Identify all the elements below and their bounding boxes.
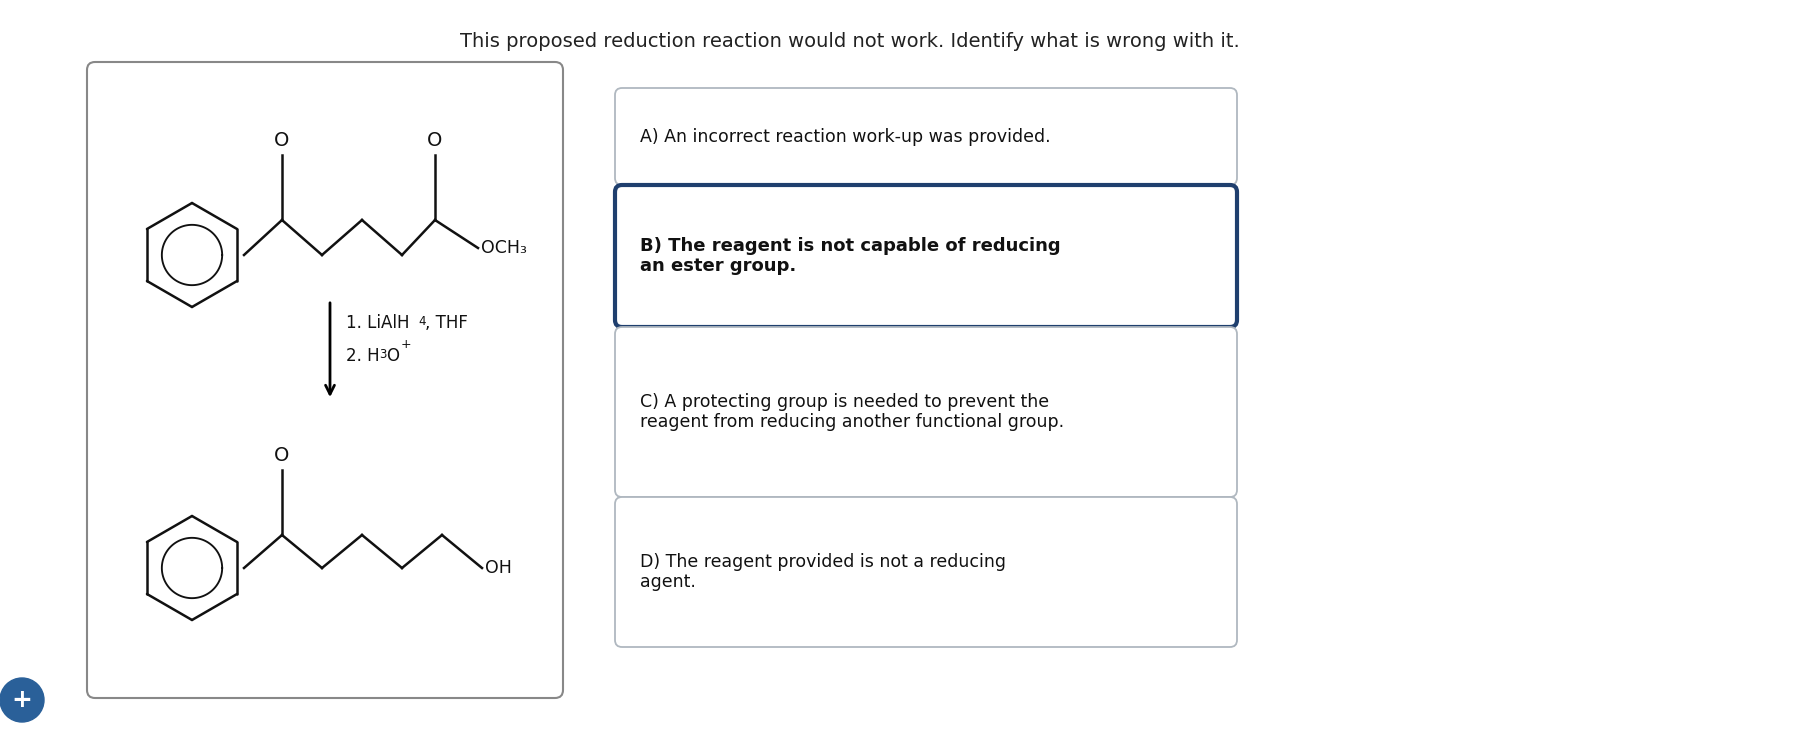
- Text: +: +: [402, 338, 412, 351]
- Text: , THF: , THF: [425, 314, 468, 332]
- Text: OH: OH: [484, 559, 511, 577]
- Text: O: O: [427, 131, 443, 150]
- Text: 2. H: 2. H: [346, 347, 380, 365]
- Text: an ester group.: an ester group.: [639, 257, 796, 275]
- Text: 4: 4: [418, 315, 425, 328]
- Text: This proposed reduction reaction would not work. Identify what is wrong with it.: This proposed reduction reaction would n…: [459, 32, 1239, 51]
- Text: O: O: [385, 347, 400, 365]
- Text: A) An incorrect reaction work-up was provided.: A) An incorrect reaction work-up was pro…: [639, 128, 1050, 145]
- Text: 1. LiAlH: 1. LiAlH: [346, 314, 409, 332]
- Circle shape: [0, 678, 43, 722]
- FancyBboxPatch shape: [86, 62, 564, 698]
- Text: D) The reagent provided is not a reducing: D) The reagent provided is not a reducin…: [639, 553, 1007, 571]
- Text: B) The reagent is not capable of reducing: B) The reagent is not capable of reducin…: [639, 237, 1061, 255]
- Text: O: O: [274, 446, 290, 465]
- Text: O: O: [274, 131, 290, 150]
- FancyBboxPatch shape: [614, 497, 1237, 647]
- Text: C) A protecting group is needed to prevent the: C) A protecting group is needed to preve…: [639, 393, 1050, 411]
- Text: agent.: agent.: [639, 573, 695, 591]
- FancyBboxPatch shape: [614, 88, 1237, 185]
- Text: +: +: [11, 688, 32, 712]
- Text: reagent from reducing another functional group.: reagent from reducing another functional…: [639, 413, 1064, 431]
- FancyBboxPatch shape: [614, 327, 1237, 497]
- Text: 3: 3: [378, 348, 387, 361]
- FancyBboxPatch shape: [614, 185, 1237, 327]
- Text: OCH₃: OCH₃: [481, 239, 528, 257]
